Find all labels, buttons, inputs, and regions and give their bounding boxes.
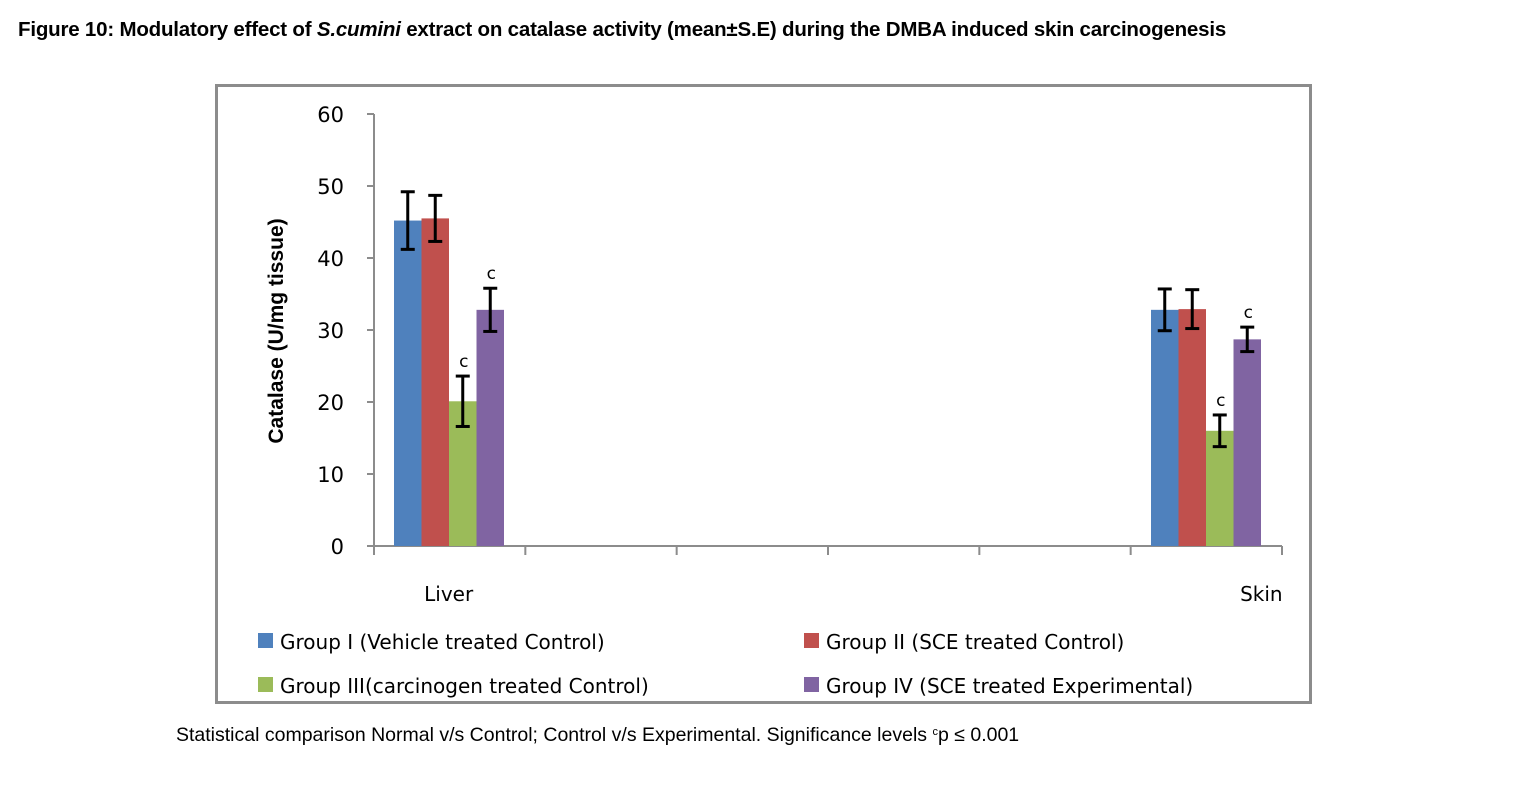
y-tick-label: 10 bbox=[317, 463, 344, 487]
bar bbox=[421, 218, 449, 546]
legend-swatch bbox=[258, 677, 273, 692]
legend: Group I (Vehicle treated Control) Group I… bbox=[258, 630, 1193, 698]
bar bbox=[394, 220, 422, 546]
bar bbox=[476, 309, 504, 546]
figure-title-species: S.cumini bbox=[316, 18, 401, 41]
x-tick-label: Liver bbox=[424, 582, 474, 606]
legend-swatch bbox=[804, 633, 819, 648]
y-tick-label: 0 bbox=[331, 535, 344, 559]
footnote-pvalue: p ≤ 0.001 bbox=[937, 724, 1020, 746]
footnote-text: Statistical comparison Normal v/s Contro… bbox=[176, 724, 933, 746]
error-bars: c c c c bbox=[400, 190, 1255, 449]
figure-title: Figure 10: Modulatory effect of S.cumini… bbox=[18, 18, 1226, 42]
legend-label: Group I (Vehicle treated Control) bbox=[280, 630, 605, 654]
significance-label: c bbox=[1244, 303, 1253, 323]
x-tick-label: Skin bbox=[1240, 582, 1283, 606]
axes: 0 10 20 30 40 50 60 Liver Skin bbox=[317, 103, 1283, 606]
legend-swatch bbox=[804, 677, 819, 692]
significance-label: c bbox=[459, 352, 468, 372]
y-tick-label: 30 bbox=[317, 319, 344, 343]
legend-label: Group III(carcinogen treated Control) bbox=[280, 674, 649, 698]
y-tick-label: 20 bbox=[317, 391, 344, 415]
legend-swatch bbox=[258, 633, 273, 648]
footnote: Statistical comparison Normal v/s Contro… bbox=[176, 724, 1019, 747]
bar bbox=[1151, 309, 1179, 546]
significance-label: c bbox=[487, 264, 496, 284]
legend-label: Group II (SCE treated Control) bbox=[826, 630, 1124, 654]
bar bbox=[1178, 309, 1206, 546]
figure-title-prefix: Figure 10: Modulatory effect of bbox=[18, 18, 317, 41]
y-tick-label: 40 bbox=[317, 247, 344, 271]
chart-frame bbox=[215, 84, 1312, 704]
figure-title-suffix: extract on catalase activity (mean±S.E) … bbox=[400, 18, 1227, 41]
legend-label: Group IV (SCE treated Experimental) bbox=[826, 674, 1193, 698]
bars bbox=[394, 218, 1261, 546]
bar bbox=[1233, 339, 1261, 546]
y-tick-label: 60 bbox=[317, 103, 344, 127]
footnote-significance-marker: c bbox=[932, 726, 938, 738]
y-tick-label: 50 bbox=[317, 175, 344, 199]
bar bbox=[1206, 430, 1234, 546]
y-axis-label: Catalase (U/mg tissue) bbox=[265, 218, 288, 443]
significance-label: c bbox=[1216, 391, 1225, 411]
